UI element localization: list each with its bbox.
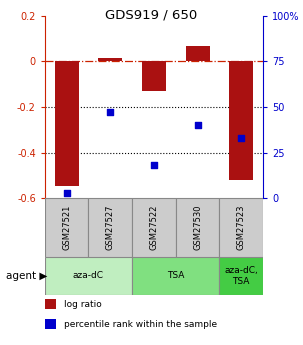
Bar	[132, 257, 219, 295]
Text: percentile rank within the sample: percentile rank within the sample	[64, 320, 217, 329]
Bar	[219, 257, 263, 295]
Bar	[45, 257, 132, 295]
Text: agent ▶: agent ▶	[6, 271, 48, 281]
Text: aza-dC,
TSA: aza-dC, TSA	[224, 266, 258, 286]
Point	[152, 163, 156, 168]
Point	[108, 110, 113, 115]
Bar	[185, 46, 210, 61]
Bar	[142, 61, 166, 91]
Text: GSM27527: GSM27527	[106, 205, 115, 250]
Bar	[55, 61, 79, 186]
Bar	[176, 198, 219, 257]
Text: TSA: TSA	[167, 272, 185, 280]
Text: GSM27522: GSM27522	[149, 205, 158, 250]
Text: log ratio: log ratio	[64, 300, 102, 309]
Bar	[98, 58, 122, 61]
Bar	[132, 198, 176, 257]
Text: GSM27523: GSM27523	[237, 205, 246, 250]
Text: aza-dC: aza-dC	[73, 272, 104, 280]
Bar	[45, 198, 88, 257]
Text: GSM27521: GSM27521	[62, 205, 71, 250]
Text: GSM27530: GSM27530	[193, 205, 202, 250]
Bar	[88, 198, 132, 257]
Text: GDS919 / 650: GDS919 / 650	[105, 9, 198, 22]
Point	[195, 122, 200, 128]
Point	[239, 135, 244, 141]
Bar	[229, 61, 253, 180]
Point	[64, 190, 69, 196]
Bar	[219, 198, 263, 257]
